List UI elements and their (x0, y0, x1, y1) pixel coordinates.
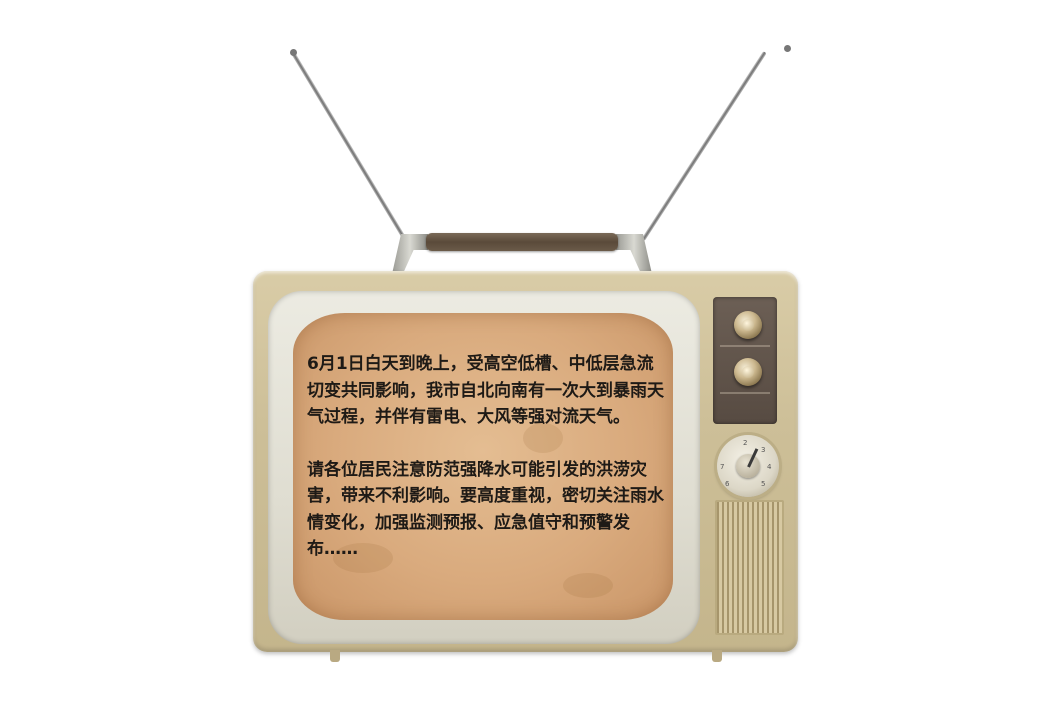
notice-paragraph-1: 6月1日白天到晚上，受高空低槽、中低层急流切变共同影响，我市自北向南有一次大到暴… (307, 354, 664, 427)
handle-bracket-right (616, 234, 652, 274)
tv-foot-left (330, 650, 340, 662)
notice-paragraph-2: 请各位居民注意防范强降水可能引发的洪涝灾害，带来不利影响。要高度重视，密切关注雨… (307, 459, 664, 560)
dial-number: 4 (767, 463, 772, 471)
dial-number: 6 (725, 480, 730, 488)
carry-handle[interactable] (426, 233, 618, 251)
speaker-grille (715, 500, 784, 635)
dial-number: 3 (761, 446, 766, 454)
channel-dial[interactable]: 2 3 4 5 6 7 (717, 435, 779, 497)
volume-knob[interactable] (734, 311, 762, 339)
dial-number: 2 (743, 439, 748, 447)
left-antenna-tip (290, 49, 297, 56)
right-antenna (641, 51, 767, 242)
tv-screen: 6月1日白天到晚上，受高空低槽、中低层急流切变共同影响，我市自北向南有一次大到暴… (293, 313, 673, 620)
tuning-knob[interactable] (734, 358, 762, 386)
tv-foot-right (712, 650, 722, 662)
paper-stain (563, 573, 613, 598)
dial-number: 5 (761, 480, 766, 488)
knob-label-strip (720, 392, 770, 394)
paper-stain (523, 423, 563, 453)
right-antenna-tip (784, 45, 791, 52)
paper-stain (333, 543, 393, 573)
knob-label-strip (720, 345, 770, 347)
weather-notice: 6月1日白天到晚上，受高空低槽、中低层急流切变共同影响，我市自北向南有一次大到暴… (307, 351, 667, 563)
left-antenna (291, 51, 410, 245)
handle-bracket-left (392, 234, 428, 274)
dial-number: 7 (720, 463, 725, 471)
